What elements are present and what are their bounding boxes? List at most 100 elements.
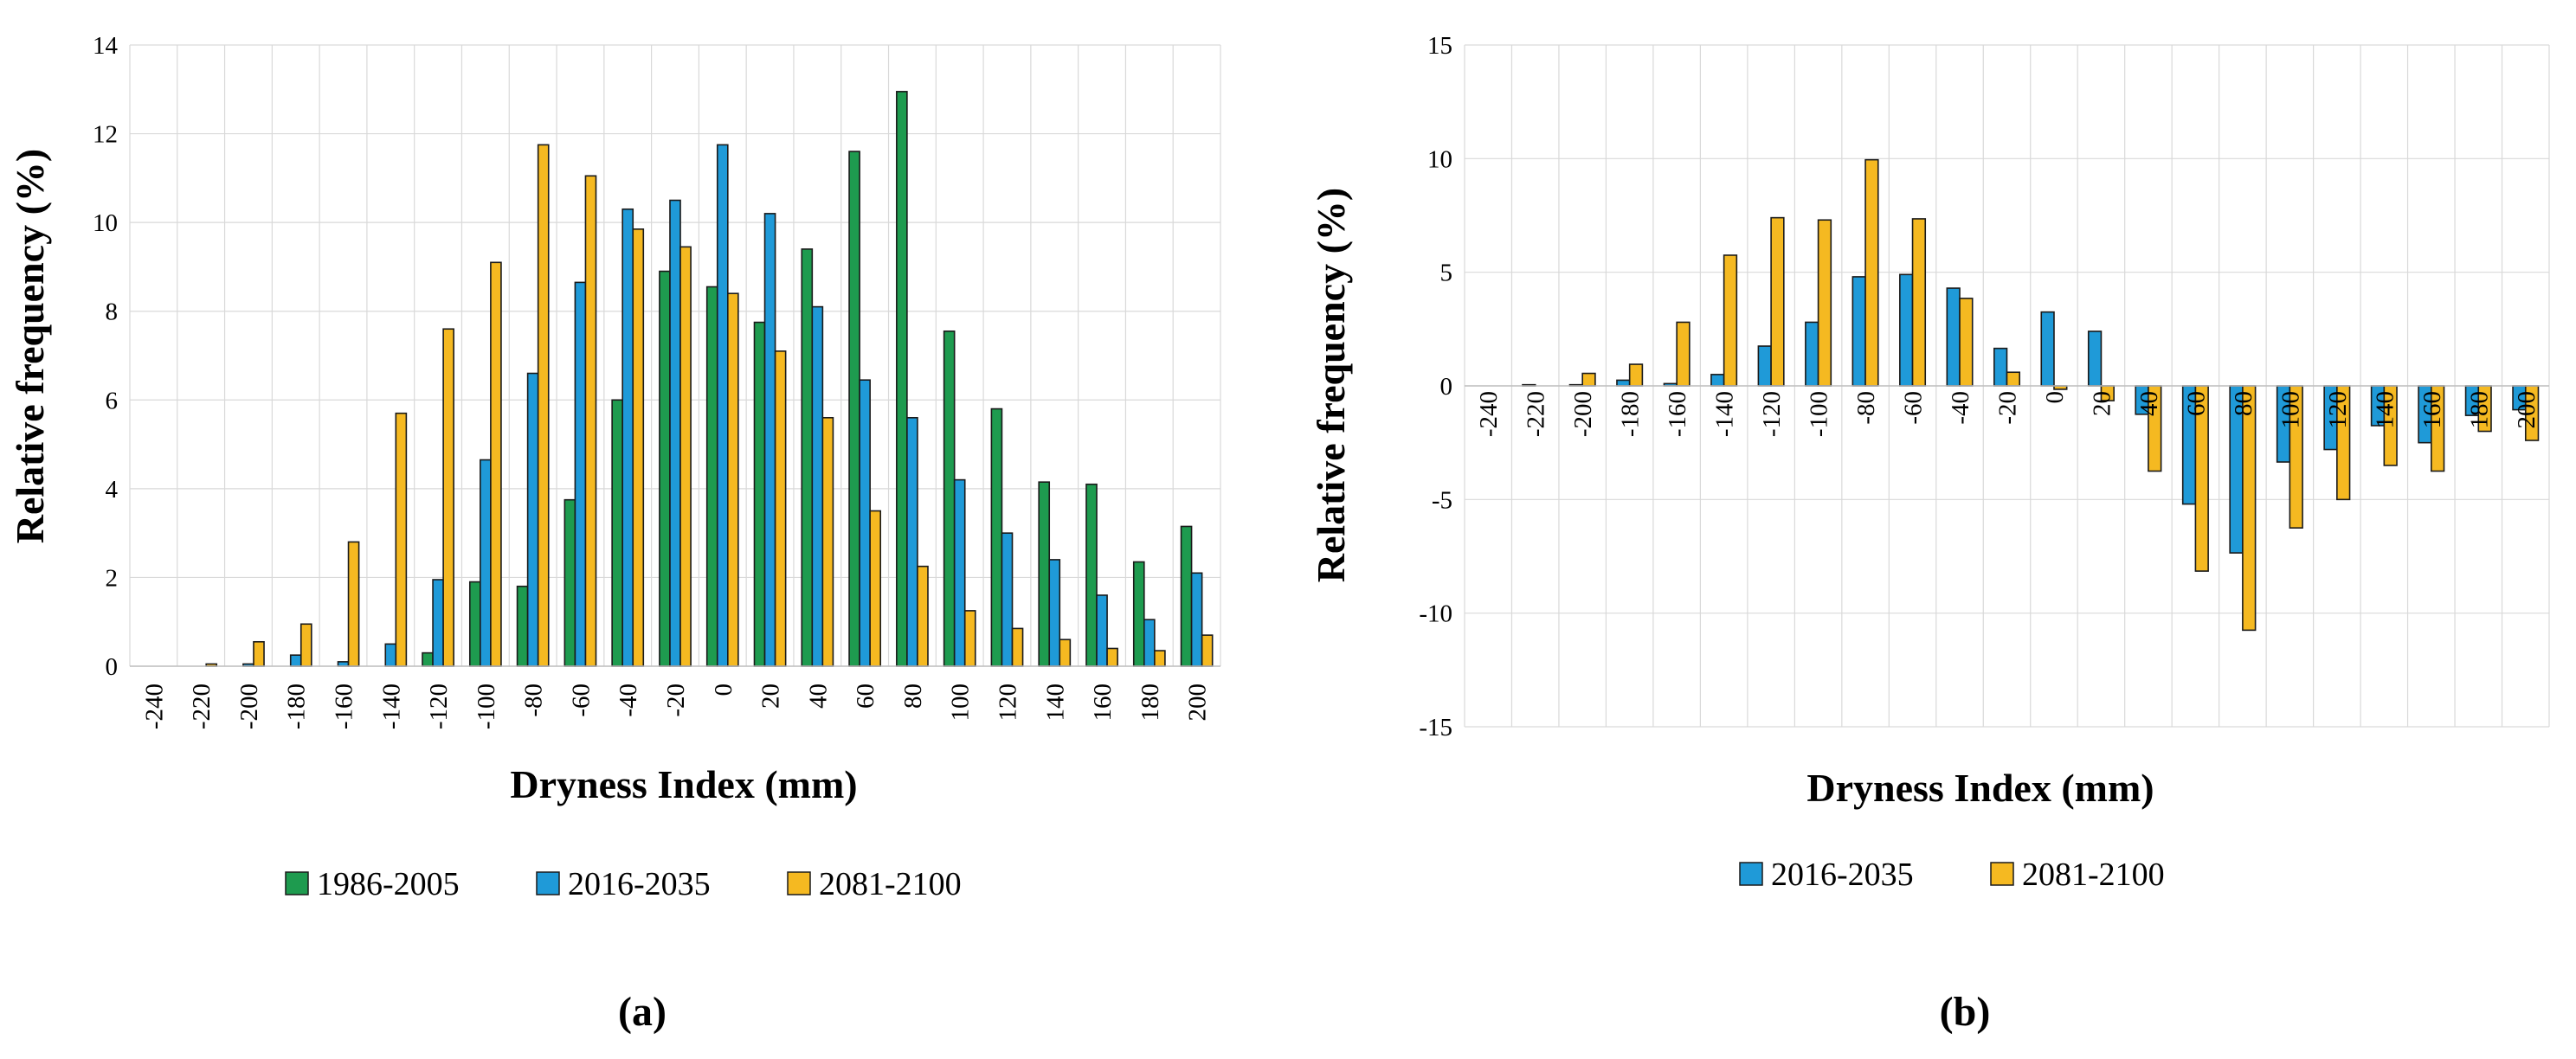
bar-2081-2100--60 — [584, 175, 597, 667]
bar-2016-2035-200 — [1190, 572, 1203, 667]
x-tick-label: -180 — [283, 684, 311, 729]
y-tick-label: 6 — [106, 387, 119, 414]
legend-swatch — [285, 871, 309, 895]
bar-2081-2100--200 — [253, 640, 265, 667]
bar-2081-2100-120 — [1011, 627, 1024, 667]
legend-label: 2081-2100 — [2022, 857, 2165, 893]
bar-2081-2100--20 — [679, 246, 692, 667]
bar-1986-2005--80 — [516, 585, 529, 667]
x-tick-label: 60 — [2182, 391, 2210, 416]
bar-2016-2035--120 — [1757, 345, 1772, 387]
bar-2081-2100--100 — [490, 261, 502, 667]
x-tick-label: -160 — [1664, 391, 1691, 437]
x-tick-label: 20 — [757, 684, 785, 709]
bars-b — [1522, 158, 2540, 632]
bar-2081-2100-160 — [1106, 647, 1118, 667]
bar-2016-2035-160 — [1096, 594, 1108, 667]
bar-1986-2005-100 — [943, 330, 956, 667]
legend-a: 1986-2005 2016-2035 2081-2100 — [285, 866, 962, 902]
y-tick-label: 10 — [1427, 145, 1452, 173]
bar-2016-2035-60 — [859, 379, 871, 667]
bar-2016-2035--140 — [384, 643, 397, 667]
bar-2081-2100-180 — [1154, 650, 1166, 667]
bar-2081-2100--40 — [1959, 298, 1974, 387]
bar-1986-2005--100 — [468, 581, 481, 667]
bar-2016-2035--100 — [1805, 321, 1819, 387]
bar-2016-2035--40 — [1946, 287, 1961, 387]
bar-2016-2035--180 — [1616, 379, 1631, 387]
bar-2016-2035-0 — [2040, 311, 2055, 387]
bar-2016-2035-20 — [763, 213, 776, 667]
bar-2081-2100-40 — [821, 416, 834, 667]
bar-2081-2100--100 — [1817, 219, 1832, 387]
x-tick-label: -240 — [140, 684, 168, 729]
x-tick-labels-a: -240 -220 -200 -180 -160 -140 -120 -100 -80 -60 -4… — [140, 684, 1211, 729]
x-tick-label: 80 — [899, 684, 927, 709]
x-tick-label: 20 — [2088, 391, 2116, 416]
bar-2016-2035--100 — [480, 459, 492, 667]
bar-2081-2100--120 — [442, 328, 454, 667]
y-tick-label: 4 — [106, 476, 119, 504]
bar-2081-2100--80 — [1864, 158, 1879, 387]
bar-2081-2100--140 — [1723, 254, 1738, 387]
bar-2016-2035--140 — [1710, 374, 1725, 387]
bar-1986-2005-200 — [1180, 525, 1193, 667]
x-tick-label: -80 — [1852, 391, 1880, 425]
legend-swatch — [536, 871, 560, 895]
x-tick-label: -220 — [188, 684, 216, 729]
bar-2081-2100--120 — [1770, 216, 1785, 387]
bar-2081-2100--180 — [1628, 363, 1644, 387]
bar-1986-2005--20 — [659, 270, 671, 667]
bar-1986-2005-20 — [753, 321, 766, 667]
bar-2016-2035--40 — [621, 208, 634, 667]
bar-2081-2100--160 — [1676, 321, 1690, 387]
bar-2081-2100-0 — [727, 292, 739, 667]
x-tick-label: -160 — [331, 684, 358, 729]
x-tick-label: 120 — [994, 684, 1021, 722]
x-tick-label: -20 — [1994, 391, 2022, 425]
bar-2016-2035-20 — [2087, 331, 2103, 387]
bar-2081-2100--60 — [1911, 218, 1927, 387]
x-tick-label: -240 — [1475, 391, 1503, 437]
x-tick-label: 80 — [2230, 391, 2257, 416]
y-tick-label: -5 — [1432, 486, 1452, 514]
x-tick-label: -180 — [1617, 391, 1645, 437]
legend-label: 2081-2100 — [819, 866, 962, 902]
legend-swatch — [787, 871, 811, 895]
bar-1986-2005-40 — [801, 248, 814, 667]
bar-2016-2035-40 — [811, 305, 824, 667]
bar-2081-2100-20 — [774, 350, 787, 667]
legend-swatch — [1990, 862, 2014, 886]
x-tick-label: -40 — [615, 684, 642, 717]
x-tick-label: -140 — [377, 684, 405, 729]
bar-2081-2100--180 — [299, 623, 312, 667]
y-tick-label: 10 — [93, 209, 118, 237]
legend-label: 2016-2035 — [568, 866, 711, 902]
y-axis-title-a: Relative frequency (%) — [8, 149, 52, 543]
x-tick-labels-b: -240 -220 -200 -180 -160 -140 -120 -100 -80 -60 -4… — [1475, 391, 2541, 437]
y-tick-label: -10 — [1419, 600, 1452, 628]
x-tick-label: 60 — [852, 684, 879, 709]
x-tick-label: 40 — [2135, 391, 2163, 416]
x-tick-label: -220 — [1523, 391, 1550, 437]
bar-2081-2100--140 — [395, 412, 408, 667]
bar-2081-2100--160 — [347, 541, 360, 667]
bar-2016-2035--80 — [1852, 276, 1866, 387]
x-tick-label: 100 — [2277, 391, 2304, 429]
x-tick-label: 0 — [710, 684, 737, 696]
x-axis-title-b: Dryness Index (mm) — [1806, 766, 2154, 810]
x-tick-label: 160 — [2418, 391, 2446, 429]
bar-2081-2100--80 — [537, 144, 550, 667]
legend-b: 2016-2035 2081-2100 — [1739, 857, 2165, 893]
x-tick-label: -140 — [1711, 391, 1739, 437]
bar-2081-2100-200 — [1201, 634, 1214, 667]
legend-label: 2016-2035 — [1771, 857, 1914, 893]
x-tick-label: 120 — [2324, 391, 2352, 429]
x-tick-label: -100 — [1806, 391, 1833, 437]
x-tick-label: -100 — [473, 684, 500, 729]
bar-2016-2035--180 — [289, 654, 302, 667]
x-tick-label: -20 — [662, 684, 690, 717]
bar-2016-2035-140 — [1048, 559, 1061, 667]
y-tick-label: 0 — [1440, 373, 1453, 401]
bar-1986-2005-120 — [990, 408, 1003, 667]
